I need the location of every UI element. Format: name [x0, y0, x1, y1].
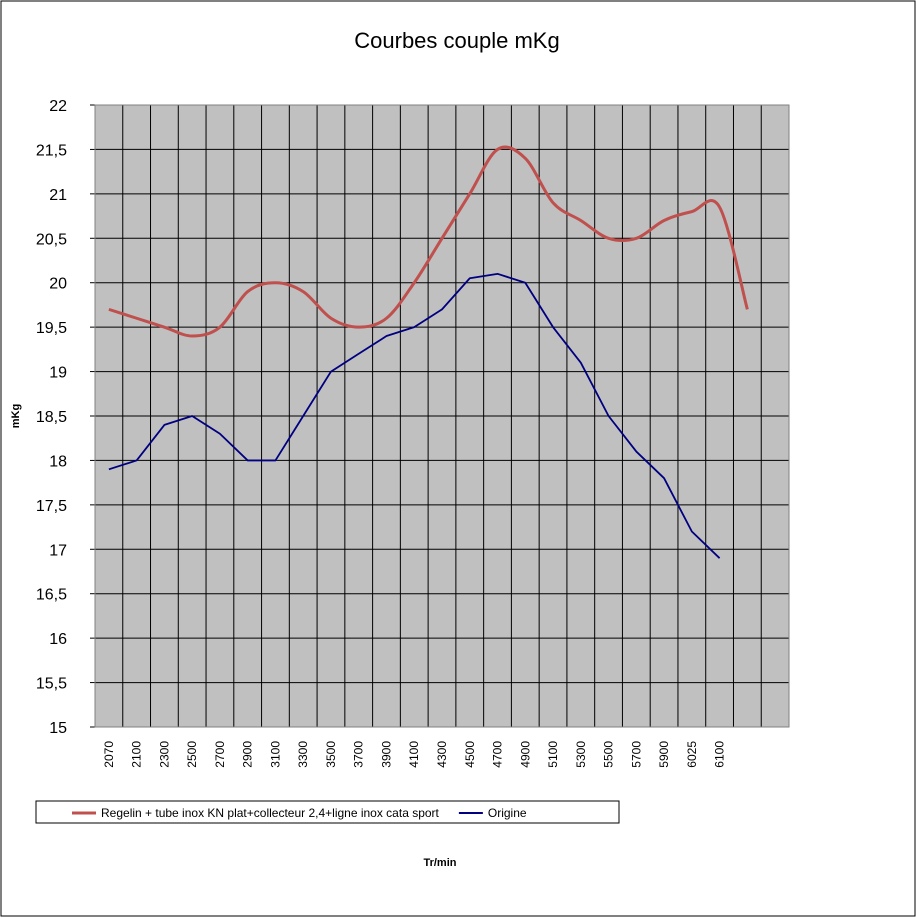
legend-label: Regelin + tube inox KN plat+collecteur 2…: [101, 806, 440, 820]
x-tick-label: 2100: [130, 741, 144, 768]
y-tick-label: 20: [49, 276, 67, 293]
y-tick-label: 17,5: [36, 498, 67, 515]
y-tick-label: 18: [49, 453, 67, 470]
y-tick-label: 22: [49, 98, 67, 115]
y-tick-label: 15: [49, 720, 67, 737]
x-tick-label: 5900: [657, 741, 671, 768]
y-tick-label: 21,5: [36, 142, 67, 159]
x-tick-label: 2070: [102, 741, 116, 768]
y-tick-label: 19: [49, 365, 67, 382]
plot-border: [94, 104, 790, 728]
y-tick-label: 18,5: [36, 409, 67, 426]
y-tick-label: 16: [49, 631, 67, 648]
y-tick-label: 16,5: [36, 587, 67, 604]
x-tick-label: 4100: [407, 741, 421, 768]
x-tick-label: 3900: [379, 741, 393, 768]
y-tick-label: 17: [49, 542, 67, 559]
y-tick-label: 21: [49, 187, 67, 204]
x-tick-label: 4900: [518, 741, 532, 768]
x-tick-label: 5100: [546, 741, 560, 768]
x-tick-label: 5700: [629, 741, 643, 768]
chart-title: Courbes couple mKg: [354, 28, 559, 53]
x-tick-label: 3500: [324, 741, 338, 768]
x-tick-label: 2700: [213, 741, 227, 768]
x-tick-label: 2300: [157, 741, 171, 768]
x-tick-label: 4300: [435, 741, 449, 768]
x-tick-label: 5300: [574, 741, 588, 768]
y-axis-label: mKg: [10, 404, 22, 428]
x-tick-label: 5500: [602, 741, 616, 768]
series-line: [108, 145, 749, 338]
x-tick-label: 4700: [491, 741, 505, 768]
y-tick-label: 20,5: [36, 231, 67, 248]
x-tick-label: 6100: [713, 741, 727, 768]
y-tick-label: 19,5: [36, 320, 67, 337]
x-tick-label: 4500: [463, 741, 477, 768]
x-tick-label: 3300: [296, 741, 310, 768]
x-tick-label: 2900: [241, 741, 255, 768]
x-tick-label: 6025: [685, 741, 699, 768]
x-tick-label: 2500: [185, 741, 199, 768]
x-tick-label: 3700: [352, 741, 366, 768]
y-tick-label: 15,5: [36, 676, 67, 693]
legend: [35, 800, 620, 824]
x-axis-label: Tr/min: [423, 857, 456, 869]
legend-label: Origine: [488, 806, 527, 820]
series-line: [108, 272, 721, 559]
x-tick-label: 3100: [268, 741, 282, 768]
